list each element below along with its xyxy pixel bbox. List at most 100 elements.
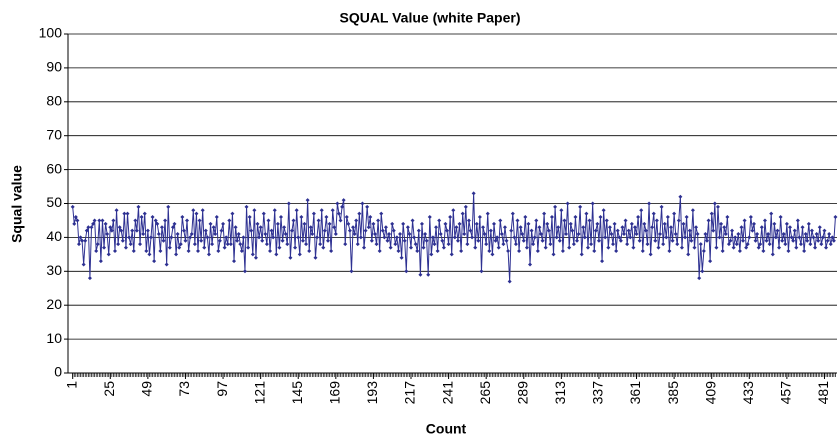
data-point: [720, 248, 725, 253]
data-point: [816, 238, 821, 243]
data-point: [75, 218, 80, 223]
data-point: [690, 208, 695, 213]
data-point: [253, 255, 258, 260]
data-point: [570, 228, 575, 233]
data-point: [153, 218, 158, 223]
data-point: [382, 235, 387, 240]
data-point: [582, 235, 587, 240]
data-point: [362, 245, 367, 250]
data-point: [81, 262, 86, 267]
data-point: [706, 218, 711, 223]
data-point: [399, 255, 404, 260]
data-point: [484, 242, 489, 247]
data-point: [568, 221, 573, 226]
data-point: [313, 255, 318, 260]
data-point: [78, 235, 83, 240]
data-point: [164, 262, 169, 267]
data-point: [149, 235, 154, 240]
data-point: [233, 225, 238, 230]
data-point: [300, 238, 305, 243]
data-point: [335, 201, 340, 206]
data-point: [553, 204, 558, 209]
data-point: [133, 218, 138, 223]
data-point: [280, 238, 285, 243]
data-point: [114, 208, 119, 213]
data-point: [302, 221, 307, 226]
data-point: [449, 252, 454, 257]
data-point: [560, 248, 565, 253]
data-point: [701, 248, 706, 253]
data-point: [833, 215, 838, 220]
data-point: [394, 235, 399, 240]
data-point: [745, 242, 750, 247]
data-point: [611, 242, 616, 247]
data-point: [424, 238, 429, 243]
data-point: [532, 235, 537, 240]
data-point: [177, 245, 182, 250]
data-point: [122, 211, 127, 216]
data-point: [606, 245, 611, 250]
data-point: [549, 215, 554, 220]
data-point: [288, 255, 293, 260]
data-point: [645, 242, 650, 247]
data-point: [798, 242, 803, 247]
data-point: [488, 228, 493, 233]
data-point: [109, 228, 114, 233]
data-point: [518, 225, 523, 230]
data-point: [415, 248, 420, 253]
data-point: [387, 232, 392, 237]
data-point: [379, 211, 384, 216]
y-axis-label: Squal value: [9, 165, 25, 243]
data-point: [673, 232, 678, 237]
data-point: [766, 232, 771, 237]
data-point: [466, 218, 471, 223]
data-point: [360, 201, 365, 206]
data-point: [780, 238, 785, 243]
data-point: [462, 232, 467, 237]
data-point: [252, 208, 257, 213]
data-point: [684, 215, 689, 220]
data-point: [315, 235, 320, 240]
data-point: [592, 248, 597, 253]
data-point: [620, 225, 625, 230]
y-tick-label: 10: [46, 330, 62, 346]
x-tick-label: 73: [176, 381, 192, 397]
data-point: [668, 225, 673, 230]
data-point: [824, 245, 829, 250]
data-point: [324, 215, 329, 220]
data-point: [537, 225, 542, 230]
data-point: [639, 208, 644, 213]
data-point: [277, 245, 282, 250]
data-point: [163, 218, 168, 223]
data-point: [150, 215, 155, 220]
data-point: [91, 221, 96, 226]
data-point: [372, 232, 377, 237]
data-point: [463, 204, 468, 209]
data-point: [139, 215, 144, 220]
data-point: [156, 232, 161, 237]
data-point: [562, 218, 567, 223]
data-point: [369, 238, 374, 243]
data-point: [200, 208, 205, 213]
data-point: [585, 245, 590, 250]
data-point: [715, 204, 720, 209]
data-point: [264, 242, 269, 247]
data-point: [506, 248, 511, 253]
data-point: [658, 232, 663, 237]
data-point: [340, 204, 345, 209]
chart-title: SQUAL Value (white Paper): [339, 10, 520, 26]
data-point: [195, 248, 200, 253]
data-point: [352, 232, 357, 237]
x-tick-label: 49: [139, 381, 155, 397]
data-point: [250, 252, 255, 257]
data-point: [723, 232, 728, 237]
data-point: [534, 218, 539, 223]
data-point: [794, 245, 799, 250]
data-point: [116, 242, 121, 247]
data-point: [203, 228, 208, 233]
x-tick-label: 481: [815, 381, 831, 405]
data-point: [222, 245, 227, 250]
data-point: [421, 245, 426, 250]
data-point: [255, 221, 260, 226]
data-point: [476, 238, 481, 243]
